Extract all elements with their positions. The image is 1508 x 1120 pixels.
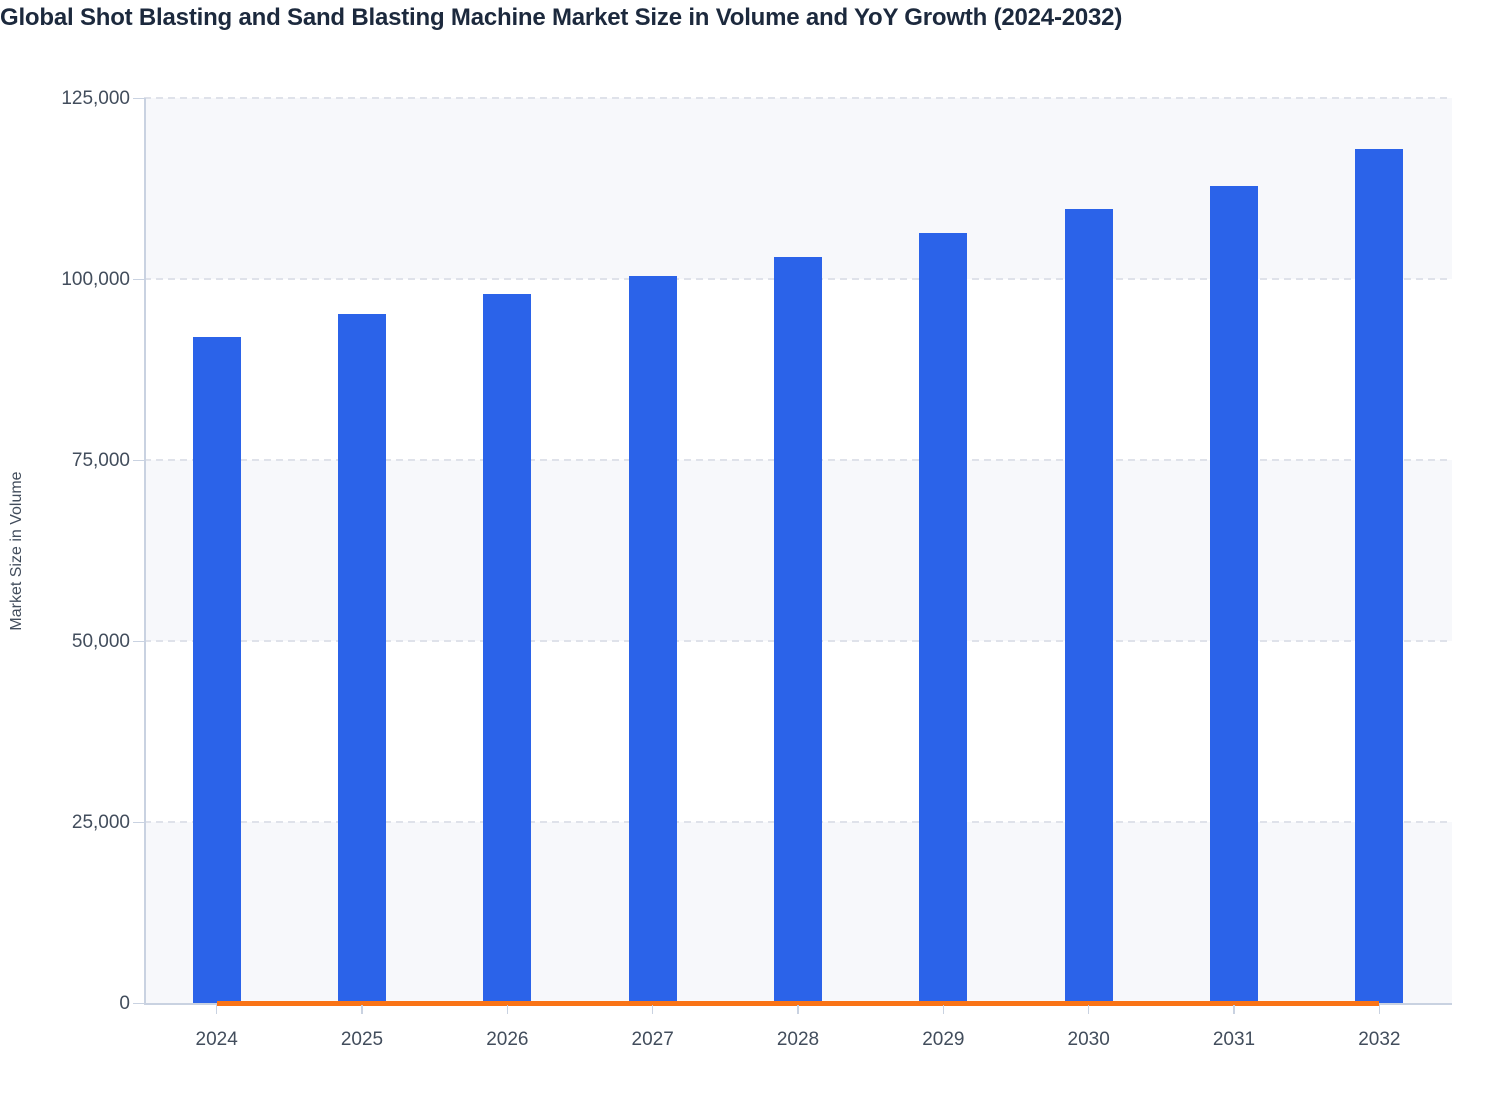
x-axis-tick-2027	[651, 1004, 654, 1014]
x-tick-label-2028: 2028	[776, 1029, 820, 1050]
y-axis-tick-75000	[133, 459, 144, 461]
yoy-growth-line[interactable]	[216, 1000, 1380, 1006]
y-tick-label-25000: 25,000	[71, 811, 130, 833]
bar-2032[interactable]	[1355, 149, 1404, 1003]
y-tick-label-100000: 100,000	[61, 268, 130, 290]
x-tick-label-2030: 2030	[1067, 1029, 1110, 1050]
chart-title: Global Shot Blasting and Sand Blasting M…	[0, 4, 1123, 31]
bar-2030[interactable]	[1064, 209, 1113, 1003]
y-axis-tick-25000	[133, 821, 144, 823]
y-tick-label-50000: 50,000	[71, 630, 130, 652]
x-axis-tick-2032	[1378, 1004, 1381, 1014]
bar-2028[interactable]	[774, 256, 822, 1003]
x-tick-label-2026: 2026	[486, 1029, 529, 1050]
y-tick-label-75000: 75,000	[71, 449, 130, 471]
x-axis-tick-2025	[361, 1004, 363, 1014]
x-axis-tick-2026	[506, 1004, 509, 1014]
x-axis-tick-2030	[1087, 1004, 1090, 1014]
x-axis-tick-2024	[215, 1004, 218, 1014]
y-tick-label-125000: 125,000	[61, 87, 130, 109]
y-axis-tick-50000	[133, 640, 144, 642]
x-tick-label-2031: 2031	[1212, 1029, 1256, 1050]
x-axis-tick-2028	[797, 1004, 799, 1014]
bar-2031[interactable]	[1210, 185, 1258, 1003]
bar-2027[interactable]	[628, 276, 677, 1003]
y-axis-tick-0	[133, 1002, 144, 1004]
y-axis-line	[144, 98, 146, 1003]
y-axis-tick-125000	[133, 97, 144, 99]
bar-2029[interactable]	[919, 233, 968, 1003]
x-tick-label-2029: 2029	[922, 1029, 965, 1050]
y-tick-label-0: 0	[119, 992, 130, 1014]
gridline-125000	[144, 97, 1452, 99]
x-tick-label-2024: 2024	[195, 1029, 238, 1050]
x-tick-label-2032: 2032	[1358, 1029, 1401, 1050]
bar-2024[interactable]	[192, 336, 241, 1003]
bar-2025[interactable]	[338, 314, 386, 1003]
x-axis-tick-2029	[942, 1004, 945, 1014]
x-tick-label-2025: 2025	[340, 1029, 384, 1050]
bar-2026[interactable]	[483, 294, 532, 1003]
x-axis-tick-2031	[1233, 1004, 1235, 1014]
y-axis-tick-100000	[133, 278, 144, 280]
x-tick-label-2027: 2027	[631, 1029, 674, 1050]
